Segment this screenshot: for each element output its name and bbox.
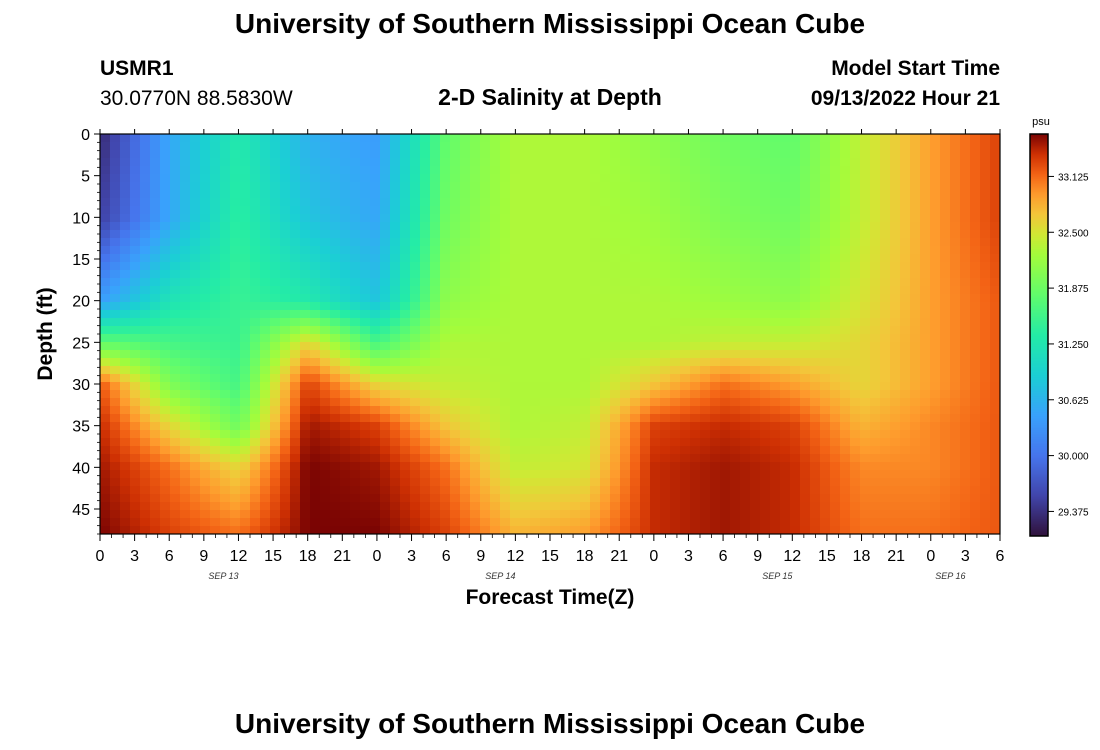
day-label: SEP 16 xyxy=(935,571,965,581)
x-tick-label: 6 xyxy=(442,548,451,565)
x-tick-label: 12 xyxy=(230,548,248,565)
x-tick-label: 0 xyxy=(96,548,105,565)
day-label: SEP 15 xyxy=(762,571,793,581)
colorbar-tick-label: 30.625 xyxy=(1058,396,1089,407)
y-axis-label: Depth (ft) xyxy=(34,287,57,380)
footer-title: University of Southern Mississippi Ocean… xyxy=(234,708,866,739)
x-tick-label: 3 xyxy=(407,548,416,565)
x-tick-label: 15 xyxy=(264,548,282,565)
x-tick-label: 9 xyxy=(753,548,762,565)
x-tick-label: 18 xyxy=(853,548,871,565)
x-tick-label: 0 xyxy=(372,548,381,565)
y-tick-label: 25 xyxy=(72,335,90,352)
colorbar-tick-label: 31.875 xyxy=(1058,284,1089,295)
x-tick-label: 21 xyxy=(333,548,351,565)
x-tick-label: 21 xyxy=(887,548,905,565)
page-title: University of Southern Mississippi Ocean… xyxy=(234,8,866,39)
y-tick-label: 20 xyxy=(72,294,90,311)
x-tick-label: 21 xyxy=(610,548,628,565)
colorbar-tick-label: 30.000 xyxy=(1058,452,1089,463)
colorbar-tick-label: 33.125 xyxy=(1058,172,1089,183)
x-tick-label: 0 xyxy=(926,548,935,565)
x-tick-label: 9 xyxy=(476,548,485,565)
salinity-heatmap xyxy=(100,134,1000,534)
day-label: SEP 14 xyxy=(485,571,515,581)
x-tick-label: 3 xyxy=(130,548,139,565)
station-id: USMR1 xyxy=(100,57,174,80)
y-tick-label: 10 xyxy=(72,210,90,227)
x-tick-label: 6 xyxy=(996,548,1005,565)
y-tick-label: 30 xyxy=(72,377,90,394)
salinity-colorbar xyxy=(1030,134,1048,536)
x-tick-label: 18 xyxy=(299,548,317,565)
station-coords: 30.0770N 88.5830W xyxy=(100,87,293,110)
x-tick-label: 9 xyxy=(199,548,208,565)
colorbar-unit: psu xyxy=(1032,116,1050,128)
chart-title: 2-D Salinity at Depth xyxy=(438,84,662,110)
y-tick-label: 40 xyxy=(72,460,90,477)
x-tick-label: 3 xyxy=(961,548,970,565)
y-tick-label: 15 xyxy=(72,252,90,269)
x-tick-label: 0 xyxy=(649,548,658,565)
x-tick-label: 12 xyxy=(506,548,524,565)
x-axis-label: Forecast Time(Z) xyxy=(466,586,635,609)
x-tick-label: 15 xyxy=(541,548,559,565)
y-tick-label: 5 xyxy=(81,169,90,186)
plot-frame xyxy=(99,133,1001,535)
model-start-value: 09/13/2022 Hour 21 xyxy=(810,87,1000,110)
x-tick-label: 6 xyxy=(719,548,728,565)
model-start-label: Model Start Time xyxy=(831,57,1000,80)
x-tick-label: 6 xyxy=(165,548,174,565)
x-tick-label: 15 xyxy=(818,548,836,565)
day-label: SEP 13 xyxy=(208,571,238,581)
y-tick-label: 45 xyxy=(72,502,90,519)
x-tick-label: 3 xyxy=(684,548,693,565)
x-tick-label: 18 xyxy=(576,548,594,565)
colorbar-tick-label: 29.375 xyxy=(1058,507,1089,518)
colorbar-tick-label: 31.250 xyxy=(1058,340,1089,351)
y-tick-label: 35 xyxy=(72,419,90,436)
y-tick-label: 0 xyxy=(81,127,90,144)
colorbar-tick-label: 32.500 xyxy=(1058,228,1089,239)
x-tick-label: 12 xyxy=(783,548,801,565)
colorbar-frame xyxy=(1029,133,1049,537)
